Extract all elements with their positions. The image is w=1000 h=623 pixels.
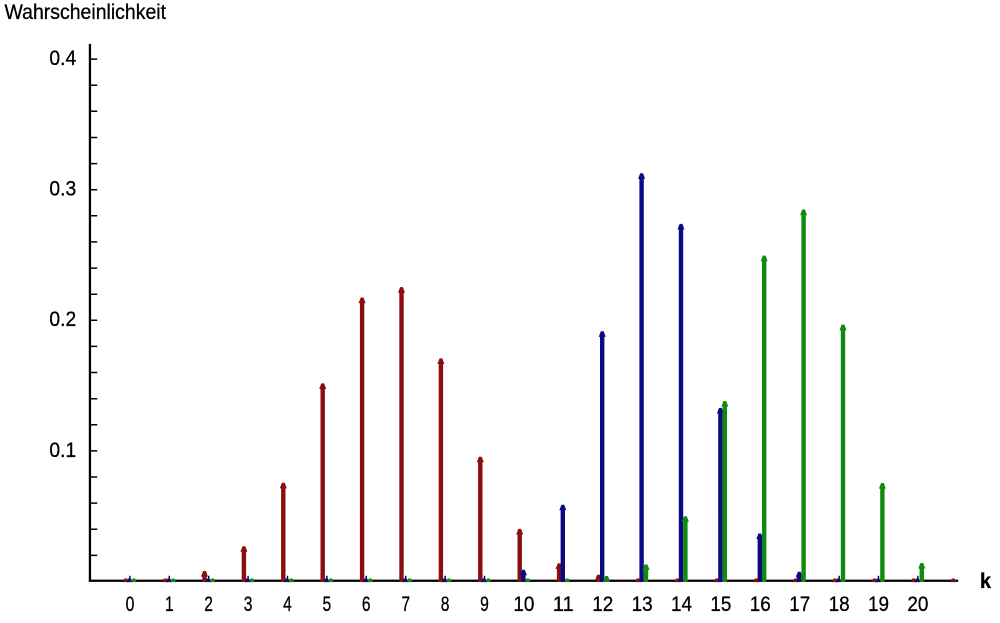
svg-text:0.3: 0.3 <box>49 178 76 201</box>
svg-text:4: 4 <box>283 593 292 616</box>
svg-text:0: 0 <box>126 593 135 616</box>
svg-text:10: 10 <box>513 593 534 616</box>
svg-text:5: 5 <box>323 593 332 616</box>
svg-text:1: 1 <box>165 593 174 616</box>
svg-text:19: 19 <box>868 593 889 616</box>
svg-text:20: 20 <box>907 593 928 616</box>
svg-text:13: 13 <box>632 593 653 616</box>
svg-text:9: 9 <box>480 593 489 616</box>
svg-text:k: k <box>980 570 991 593</box>
svg-text:11: 11 <box>553 593 574 616</box>
svg-text:3: 3 <box>244 593 253 616</box>
svg-text:18: 18 <box>829 593 850 616</box>
svg-text:0.4: 0.4 <box>49 47 76 70</box>
svg-text:12: 12 <box>592 593 613 616</box>
svg-text:2: 2 <box>204 593 213 616</box>
svg-text:0.2: 0.2 <box>49 308 76 331</box>
svg-text:8: 8 <box>441 593 450 616</box>
svg-text:15: 15 <box>710 593 731 616</box>
svg-text:7: 7 <box>401 593 410 616</box>
svg-text:17: 17 <box>789 593 810 616</box>
svg-text:16: 16 <box>750 593 771 616</box>
svg-text:14: 14 <box>671 593 692 616</box>
svg-text:0.1: 0.1 <box>49 439 76 462</box>
svg-text:6: 6 <box>362 593 371 616</box>
svg-text:Wahrscheinlichkeit: Wahrscheinlichkeit <box>5 1 167 24</box>
